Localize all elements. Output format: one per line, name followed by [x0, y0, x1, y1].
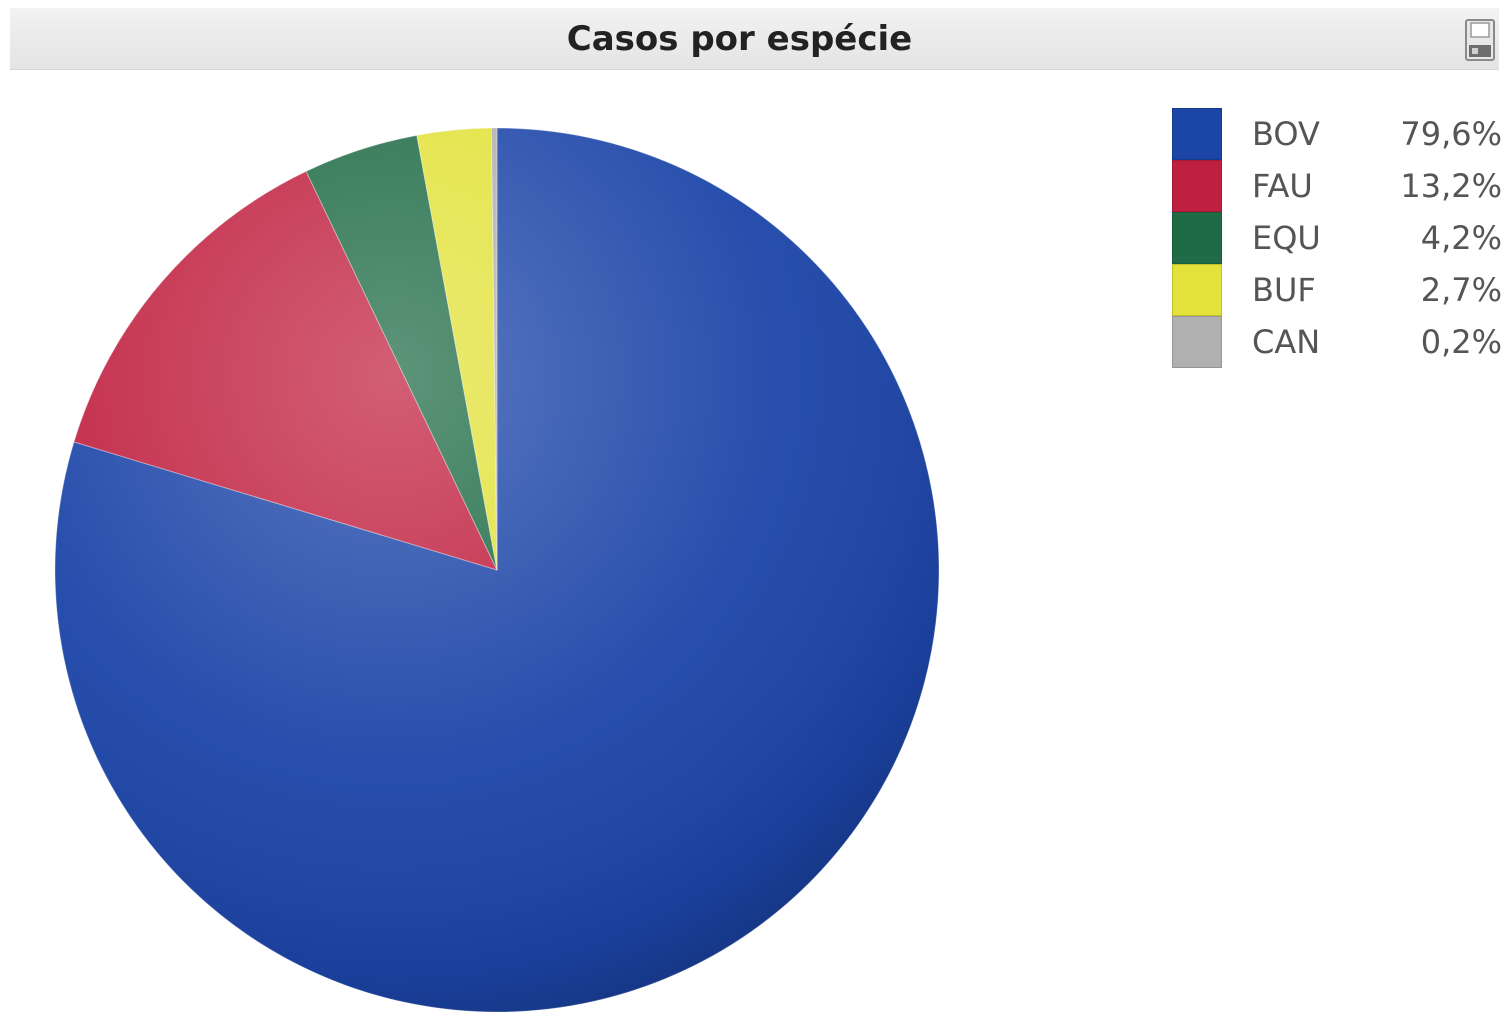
legend-item-can[interactable]: CAN 0,2% [1172, 316, 1502, 368]
chart-legend: BOV 79,6% FAU 13,2% EQU 4,2% BUF 2,7% CAN 0,2% [1172, 108, 1502, 368]
legend-swatch [1172, 212, 1222, 264]
caption-bar: Casos por espécie [10, 8, 1499, 70]
legend-swatch [1172, 316, 1222, 368]
legend-value: 79,6% [1400, 115, 1502, 153]
legend-value: 2,7% [1420, 271, 1502, 309]
save-icon[interactable] [1463, 18, 1497, 62]
legend-item-bov[interactable]: BOV 79,6% [1172, 108, 1502, 160]
legend-label: BUF [1252, 271, 1316, 309]
legend-label: FAU [1252, 167, 1313, 205]
legend-item-fau[interactable]: FAU 13,2% [1172, 160, 1502, 212]
legend-swatch [1172, 108, 1222, 160]
legend-value: 0,2% [1420, 323, 1502, 361]
legend-label: EQU [1252, 219, 1321, 257]
legend-item-buf[interactable]: BUF 2,7% [1172, 264, 1502, 316]
legend-label: CAN [1252, 323, 1321, 361]
legend-label: BOV [1252, 115, 1320, 153]
legend-value: 4,2% [1420, 219, 1502, 257]
legend-value: 13,2% [1400, 167, 1502, 205]
legend-swatch [1172, 160, 1222, 212]
legend-swatch [1172, 264, 1222, 316]
legend-item-equ[interactable]: EQU 4,2% [1172, 212, 1502, 264]
chart-title: Casos por espécie [566, 18, 913, 59]
